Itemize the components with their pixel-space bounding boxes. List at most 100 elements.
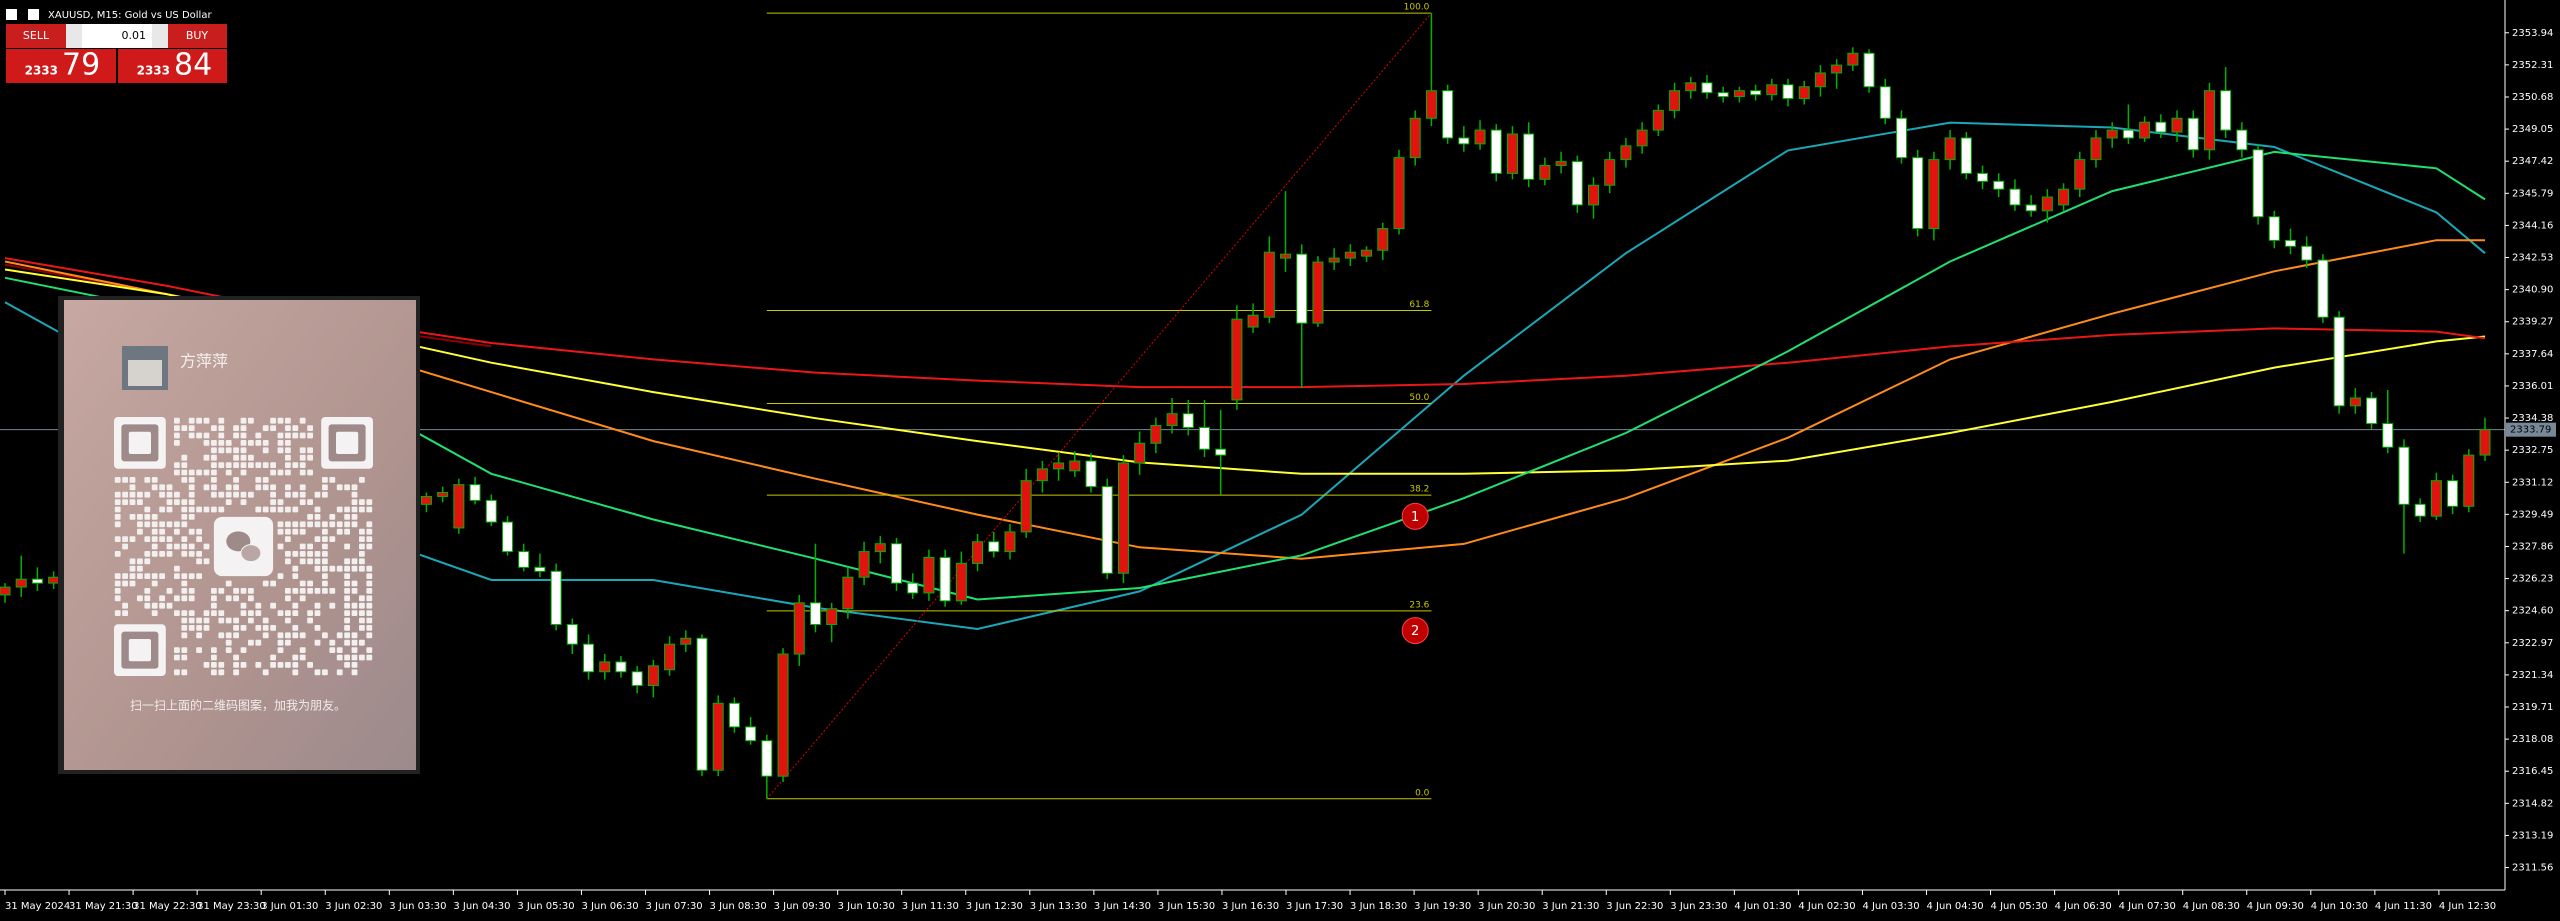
qr-module xyxy=(299,528,306,535)
qr-module xyxy=(188,610,195,616)
qr-module xyxy=(218,669,225,676)
fib-label: 0.0 xyxy=(1415,788,1430,798)
candle-body xyxy=(1669,90,1681,111)
candle-body xyxy=(1101,486,1113,574)
ask-pips[interactable]: 84 xyxy=(174,48,212,83)
qr-module xyxy=(285,551,291,557)
qr-module xyxy=(299,558,306,565)
qr-module xyxy=(277,528,284,535)
qr-module xyxy=(218,447,225,454)
qr-module xyxy=(262,440,269,446)
candle-body xyxy=(1798,86,1810,100)
qr-module xyxy=(196,647,202,653)
qr-module xyxy=(366,595,373,602)
qr-module xyxy=(359,617,365,624)
qr-module xyxy=(225,647,232,653)
qr-module xyxy=(285,417,291,424)
qr-module xyxy=(299,580,306,587)
qr-module xyxy=(233,588,239,594)
qr-module xyxy=(137,528,143,535)
candle-body xyxy=(1328,257,1340,263)
qr-module xyxy=(240,588,247,594)
candle-body xyxy=(1912,157,1924,230)
qr-module xyxy=(144,491,151,498)
qr-module xyxy=(277,447,284,454)
marker-label: 1 xyxy=(1411,510,1419,525)
qr-module xyxy=(292,573,299,579)
y-tick-label: 2336.01 xyxy=(2512,381,2553,392)
candle-body xyxy=(2333,316,2345,407)
buy-label[interactable]: BUY xyxy=(186,29,209,42)
qr-module xyxy=(262,617,269,624)
candle-body xyxy=(1458,137,1470,145)
x-tick-label: 3 Jun 12:30 xyxy=(966,901,1023,912)
x-tick-label: 3 Jun 06:30 xyxy=(581,901,638,912)
qr-module xyxy=(218,662,225,668)
qr-module xyxy=(225,484,232,491)
qr-module xyxy=(211,647,217,653)
lot-value[interactable]: 0.01 xyxy=(122,29,147,42)
qr-module xyxy=(188,499,195,505)
bid-pips[interactable]: 79 xyxy=(62,48,100,83)
qr-module xyxy=(299,432,306,439)
qr-module xyxy=(151,551,158,557)
qr-module xyxy=(233,425,239,431)
candle-body xyxy=(1231,318,1243,401)
qr-module xyxy=(181,617,188,624)
qr-module xyxy=(299,654,306,661)
qr-module xyxy=(203,417,210,424)
qr-module xyxy=(262,462,269,468)
qr-module xyxy=(240,432,247,439)
qr-module xyxy=(114,536,121,542)
qr-module xyxy=(314,491,321,498)
qr-module xyxy=(270,499,276,505)
qr-module xyxy=(329,477,336,483)
sell-button[interactable] xyxy=(6,24,66,48)
candle-body xyxy=(826,608,838,625)
qr-module xyxy=(233,454,239,461)
qr-module xyxy=(225,580,232,587)
qr-module xyxy=(137,595,143,602)
qr-module xyxy=(307,425,313,431)
qr-module xyxy=(351,484,358,491)
qr-module xyxy=(114,477,121,483)
qr-module xyxy=(137,521,143,528)
lot-up[interactable] xyxy=(152,24,168,48)
candle-body xyxy=(2139,121,2151,139)
candle-body xyxy=(501,521,513,553)
qr-module xyxy=(174,543,180,550)
bid-box[interactable] xyxy=(6,49,116,83)
candle-body xyxy=(2074,159,2086,190)
qr-module xyxy=(344,610,350,616)
candle-body xyxy=(1020,480,1032,533)
qr-module xyxy=(351,654,358,661)
qr-module xyxy=(270,417,276,424)
candle-body xyxy=(1782,84,1794,100)
qr-module xyxy=(181,499,188,505)
qr-module xyxy=(233,491,239,498)
qr-module xyxy=(359,639,365,646)
sell-label[interactable]: SELL xyxy=(23,29,50,42)
candle-body xyxy=(2058,188,2070,206)
qr-module xyxy=(322,477,328,483)
qr-module xyxy=(211,477,217,483)
qr-module xyxy=(292,602,299,609)
qr-module xyxy=(366,610,373,616)
fib-label: 38.2 xyxy=(1409,485,1429,495)
qr-module xyxy=(174,610,180,616)
candle-body xyxy=(2382,423,2394,448)
y-tick-label: 2342.53 xyxy=(2512,253,2553,264)
candle-body xyxy=(1296,253,1308,324)
x-tick-label: 3 Jun 01:30 xyxy=(261,901,318,912)
qr-module xyxy=(277,543,284,550)
qr-module xyxy=(188,477,195,483)
qr-module xyxy=(174,647,180,653)
bid-main[interactable]: 2333 xyxy=(25,64,58,78)
fib-label: 23.6 xyxy=(1409,600,1429,610)
ask-box[interactable] xyxy=(118,49,227,83)
qr-module xyxy=(188,484,195,491)
lot-input[interactable] xyxy=(82,24,152,48)
ask-main[interactable]: 2333 xyxy=(137,64,170,78)
lot-down[interactable] xyxy=(66,24,82,48)
buy-button[interactable] xyxy=(168,24,227,48)
